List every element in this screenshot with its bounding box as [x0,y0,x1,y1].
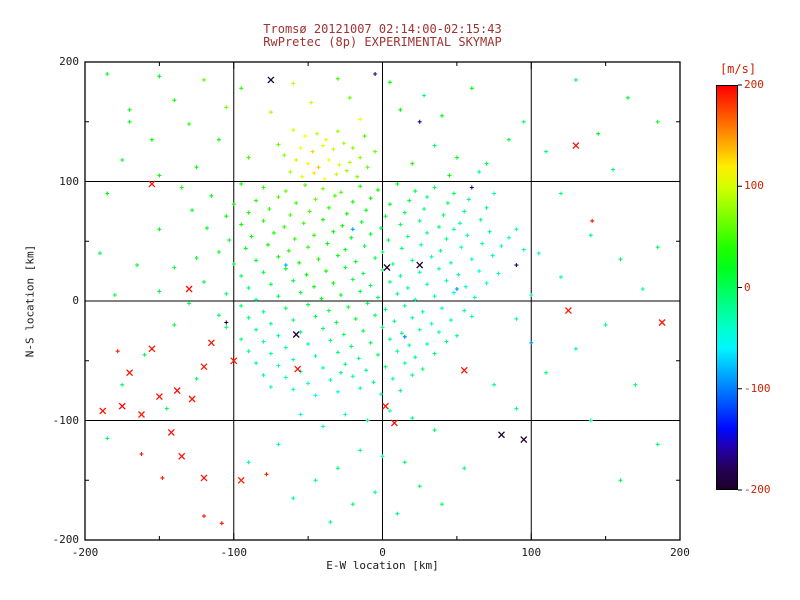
x-tick-label: -100 [220,546,248,559]
y-tick-label: 200 [59,55,79,68]
colorbar-gradient [716,85,738,490]
x-axis-label: E-W location [km] [326,559,439,572]
x-tick-label: 200 [670,546,690,559]
y-axis-label: N-S location [km] [23,244,37,358]
y-tick-label: -100 [52,413,80,427]
colorbar-tick-label: 0 [744,280,751,294]
x-tick-label: 100 [521,546,542,559]
colorbar-tick-label: 200 [744,78,764,91]
colorbar-label: [m/s] [719,62,757,76]
colorbar-tick-label: -200 [744,483,771,496]
x-tick-label: -200 [71,546,99,559]
y-tick-label: 0 [72,294,79,307]
plot-title-line-2: RwPretec (8p) EXPERIMENTAL SKYMAP [263,35,502,49]
plot-title-line-1: Tromsø 20121007 02:14:00-02:15:43 [263,22,502,36]
colorbar-tick-label: 100 [744,179,764,193]
x-tick-label: 0 [379,546,386,559]
y-tick-label: 100 [59,174,79,188]
colorbar-tick-label: -100 [744,381,771,395]
y-tick-label: -200 [52,533,80,546]
